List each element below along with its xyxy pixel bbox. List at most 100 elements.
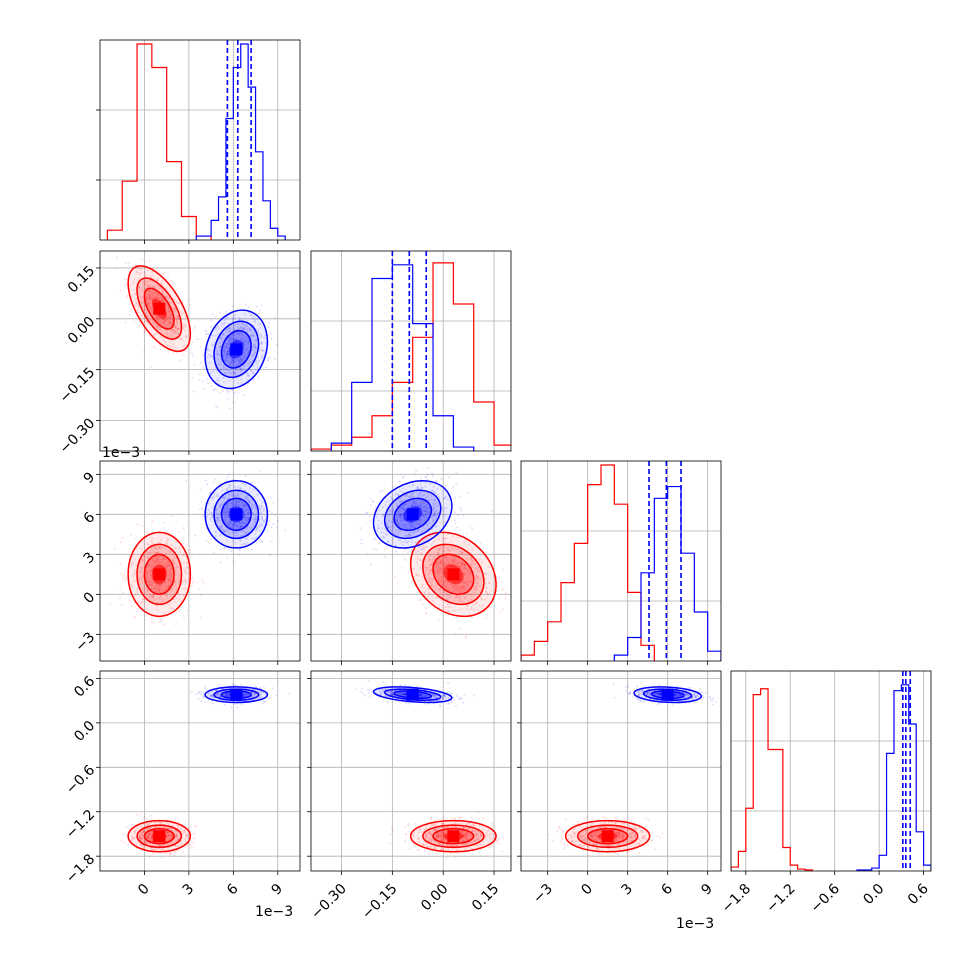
histogram-x2 [330,264,475,451]
contour-line [633,686,703,704]
x-tick-label: 0.15 [469,881,502,914]
x-tick-label: 3 [618,881,636,899]
panel-x4-x4 [730,670,932,875]
y-tick-label: 0.15 [65,263,98,296]
density-peak [153,830,166,843]
y-tick-label: 0.6 [71,673,98,700]
y-tick-label: 3 [81,549,99,567]
contour-line [127,531,192,618]
histogram-x3 [521,464,655,661]
contour-line [143,287,175,330]
panel-border [310,250,512,452]
contour-line [432,553,475,596]
x-tick-label: −1.2 [763,881,798,916]
x-tick-label: 6 [224,881,242,899]
density-peak [447,568,460,581]
panel-x3-x1 [96,460,301,665]
x-tick-label: −1.8 [719,881,754,916]
y-tick-label: −0.6 [63,762,98,797]
y-tick-label: −3 [72,629,98,655]
contour-line [213,489,260,540]
x-tick-label: 6 [658,881,676,899]
y-tick-label: −0.30 [57,415,99,457]
contour-line [422,824,485,849]
histogram-x3 [613,485,721,661]
contour-line [372,686,453,704]
x3-row-offset-label: 1e−3 [102,445,140,461]
contour-line [576,824,639,849]
contour-line [372,479,453,549]
y-tick-label: 9 [81,469,99,487]
contour-line [383,489,442,540]
contour-line [143,828,175,845]
panel-border [99,250,301,452]
panel-x4-x3 [517,670,722,875]
histogram-x2 [311,262,511,451]
contour-line [422,543,485,606]
x-tick-label: 9 [698,881,716,899]
density-peak [601,830,614,843]
panel-border [520,460,722,662]
y-tick-label: 0 [81,589,99,607]
histogram-x4 [731,688,814,871]
contour-line [136,543,183,606]
panel-border [310,670,512,872]
contour-line [136,277,183,340]
panel-x4-x2 [307,670,512,875]
panel-x1-x1 [96,39,301,244]
density-peak [230,688,243,701]
x-tick-label: 0.00 [418,881,451,914]
contour-line [204,309,269,390]
panel-x2-x1 [96,250,301,455]
density-peak [406,688,419,701]
panel-x3-x3 [520,460,722,665]
density-peak [406,508,419,521]
panel-border [99,39,301,241]
density-peak [153,302,166,315]
contour-line [393,497,433,532]
contour-line [213,320,260,379]
x-tick-label: −3 [530,881,556,907]
density-peak [153,568,166,581]
contour-line [136,824,183,849]
x-tick-label: 0.0 [860,881,887,908]
panel-border [520,670,722,872]
x-tick-label: −0.15 [359,881,401,923]
y-tick-label: 0.00 [65,314,98,347]
panel-border [99,460,301,662]
y-tick-label: −1.8 [63,851,98,886]
density-peak [661,688,674,701]
panel-border [730,670,932,872]
contour-line [220,497,252,532]
panel-border [99,670,301,872]
x-tick-label: 3 [180,881,198,899]
y-tick-label: −0.15 [57,365,99,407]
histogram-x4 [856,684,931,871]
contour-line [220,329,252,369]
contour-line [143,553,175,596]
density-peak [230,508,243,521]
contour-line [564,819,651,853]
x-tick-label: 0 [578,881,596,899]
y-tick-label: 6 [81,509,99,527]
contour-line [586,828,629,845]
contour-line [409,531,497,618]
panel-x2-x2 [310,250,512,455]
density-peak [447,830,460,843]
histogram-x1 [106,43,212,240]
contour-line [204,686,269,704]
panel-x4-x1 [96,670,301,875]
contour-line [409,819,497,853]
x-tick-label: −0.30 [308,881,350,923]
contour-line [127,265,192,353]
panel-x3-x2 [307,460,512,665]
contour-line [127,819,192,853]
x-tick-label: 0.6 [905,881,932,908]
histogram-x1 [195,43,286,240]
x3-offset-label: 1e−3 [676,916,714,932]
panel-border [310,460,512,662]
contour-line [432,828,475,845]
contour-line [204,479,269,549]
y-tick-label: 0.0 [71,718,98,745]
